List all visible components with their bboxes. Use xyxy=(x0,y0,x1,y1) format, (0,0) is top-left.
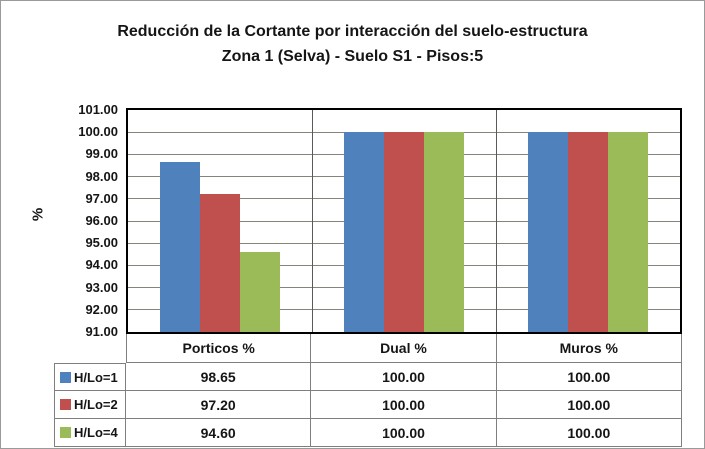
y-axis-tick-labels: 101.00 100.00 99.00 98.00 97.00 96.00 95.00 94.… xyxy=(56,102,118,339)
legend-row-hlo1: H/Lo=1 xyxy=(54,363,126,391)
chart-title-line2: Zona 1 (Selva) - Suelo S1 - Pisos:5 xyxy=(221,48,484,65)
table-value-hlo1-muros: 100.00 xyxy=(496,363,682,391)
y-tick-label-92-00: 92.00 xyxy=(85,301,118,317)
data-table: Porticos % Dual % Muros % H/Lo=1 98.65 1… xyxy=(54,334,682,447)
table-value-hlo4-dual: 100.00 xyxy=(311,419,497,447)
table-corner-cell xyxy=(54,334,126,363)
category-separator-2 xyxy=(495,110,497,332)
y-tick-label-99-00: 99.00 xyxy=(85,146,118,162)
y-tick-label-91-00: 91.00 xyxy=(85,324,118,339)
bar-h-lo-2-porticos xyxy=(200,194,240,332)
table-value-hlo1-dual: 100.00 xyxy=(311,363,497,391)
legend-label-hlo4: H/Lo=4 xyxy=(74,425,118,440)
bar-h-lo-2-dual xyxy=(384,132,424,332)
table-value-hlo2-dual: 100.00 xyxy=(311,391,497,419)
chart-title: Reducción de la Cortante por interacción… xyxy=(1,19,704,69)
y-tick-label-98-00: 98.00 xyxy=(85,168,118,184)
y-tick-label-93-00: 93.00 xyxy=(85,279,118,295)
table-value-hlo2-porticos: 97.20 xyxy=(126,391,312,419)
legend-swatch-hlo1 xyxy=(60,371,71,383)
bar-h-lo-1-muros xyxy=(528,132,568,332)
y-tick-label-101-00: 101.00 xyxy=(78,102,118,117)
y-tick-label-96-00: 96.00 xyxy=(85,213,118,228)
chart-title-line1: Reducción de la Cortante por interacción… xyxy=(117,23,588,40)
bar-h-lo-4-muros xyxy=(608,132,648,332)
bar-h-lo-2-muros xyxy=(568,132,608,332)
y-tick-label-97-00: 97.00 xyxy=(85,190,118,206)
legend-row-hlo4: H/Lo=4 xyxy=(54,419,126,447)
y-tick-label-95-00: 95.00 xyxy=(85,235,118,251)
table-value-hlo1-porticos: 98.65 xyxy=(126,363,312,391)
table-value-hlo4-muros: 100.00 xyxy=(496,419,682,447)
y-tick-label-94-00: 94.00 xyxy=(85,257,118,273)
table-header-muros: Muros % xyxy=(496,334,682,363)
y-tick-label-100-00: 100.00 xyxy=(78,124,118,140)
legend-swatch-hlo2 xyxy=(60,399,71,410)
table-header-dual: Dual % xyxy=(311,334,497,363)
y-axis-title: % xyxy=(29,207,47,222)
legend-row-hlo2: H/Lo=2 xyxy=(54,391,126,419)
bar-h-lo-4-porticos xyxy=(240,252,280,332)
plot-area xyxy=(126,108,682,334)
table-value-hlo4-porticos: 94.60 xyxy=(126,419,312,447)
table-header-porticos: Porticos % xyxy=(126,334,312,363)
legend-label-hlo2: H/Lo=2 xyxy=(74,397,118,412)
legend-label-hlo1: H/Lo=1 xyxy=(74,369,118,385)
bar-h-lo-1-porticos xyxy=(160,162,200,332)
table-value-hlo2-muros: 100.00 xyxy=(496,391,682,419)
legend-swatch-hlo4 xyxy=(60,427,71,438)
category-separator-1 xyxy=(311,110,313,332)
bar-h-lo-1-dual xyxy=(344,132,384,332)
bar-h-lo-4-dual xyxy=(424,132,464,332)
